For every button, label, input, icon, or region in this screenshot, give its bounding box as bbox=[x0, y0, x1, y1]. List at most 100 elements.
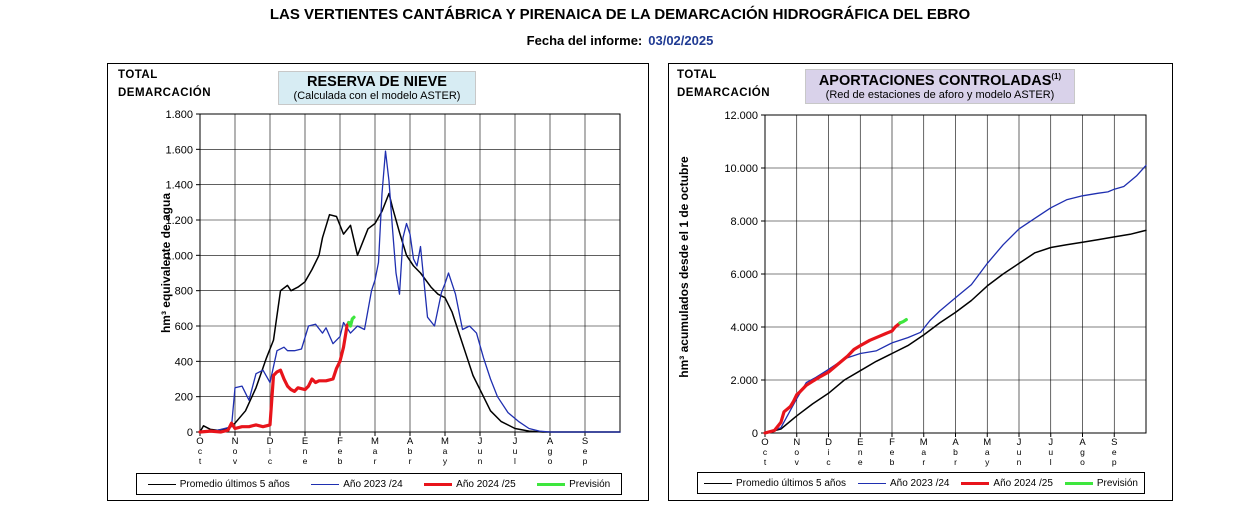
legend-label: Previsión bbox=[569, 478, 611, 490]
series-line-forecast bbox=[898, 318, 908, 325]
y-tick-label: 1.600 bbox=[165, 144, 193, 156]
y-tick-label: 400 bbox=[175, 356, 193, 368]
series-line-forecast bbox=[347, 315, 356, 328]
chart-title: RESERVA DE NIEVE bbox=[307, 74, 447, 90]
x-tick-letter: D bbox=[825, 437, 832, 448]
x-tick-letter: v bbox=[233, 456, 238, 466]
x-tick-label: Jul bbox=[1048, 437, 1053, 467]
legend-item-forecast: Previsión bbox=[537, 479, 610, 490]
y-tick-label: 2.000 bbox=[730, 375, 758, 387]
corner-label-line-2: DEMARCACIÓN bbox=[677, 87, 771, 99]
x-tick-letter: e bbox=[303, 456, 308, 466]
x-tick-letter: n bbox=[1017, 457, 1022, 467]
corner-label-line-1: TOTAL bbox=[677, 69, 717, 81]
y-tick-label: 1.400 bbox=[165, 180, 193, 192]
x-tick-label: Mar bbox=[371, 436, 379, 466]
y-tick-label: 1.000 bbox=[165, 250, 193, 262]
x-tick-letter: u bbox=[478, 446, 483, 456]
x-tick-letter: t bbox=[764, 457, 767, 467]
y-tick-label: 1.800 bbox=[165, 109, 193, 121]
corner-label-line-1: TOTAL bbox=[118, 69, 158, 81]
x-tick-letter: A bbox=[407, 436, 414, 447]
legend-swatch bbox=[961, 481, 990, 485]
chart-title-row: APORTACIONES CONTROLADAS(1) bbox=[806, 70, 1074, 89]
x-tick-label: May bbox=[441, 436, 449, 466]
x-tick-letter: A bbox=[547, 436, 554, 447]
legend-label: Año 2024 /25 bbox=[993, 477, 1053, 489]
controlled-inflows-plot: 02.0004.0006.0008.00010.00012.000OctNovD… bbox=[724, 110, 1147, 467]
x-tick-letter: J bbox=[1017, 437, 1022, 448]
x-tick-label: Oct bbox=[196, 436, 203, 466]
x-tick-letter: S bbox=[1111, 437, 1117, 448]
x-tick-letter: E bbox=[857, 437, 863, 448]
y-tick-label: 0 bbox=[187, 427, 193, 439]
legend-item-avg: Promedio últimos 5 años bbox=[703, 477, 847, 489]
legend-swatch bbox=[147, 483, 176, 485]
x-tick-letter: J bbox=[478, 436, 483, 447]
x-tick-label: Sep bbox=[1111, 437, 1117, 467]
x-tick-letter: a bbox=[443, 446, 448, 456]
chart-title-box: RESERVA DE NIEVE (Calculada con el model… bbox=[278, 71, 476, 105]
legend-label: Promedio últimos 5 años bbox=[735, 477, 847, 489]
x-tick-letter: u bbox=[1048, 447, 1053, 457]
chart-subtitle: (Calculada con el modelo ASTER) bbox=[293, 90, 461, 102]
x-tick-letter: a bbox=[921, 447, 926, 457]
legend-label: Previsión bbox=[1096, 477, 1138, 489]
y-tick-label: 600 bbox=[175, 321, 193, 333]
x-tick-letter: g bbox=[548, 446, 553, 456]
report-date-label: Fecha del informe: bbox=[526, 33, 643, 48]
x-tick-label: May bbox=[983, 437, 991, 467]
x-tick-letter: S bbox=[582, 436, 588, 447]
x-tick-letter: u bbox=[513, 446, 518, 456]
x-tick-letter: u bbox=[1017, 447, 1022, 457]
y-tick-label: 1.200 bbox=[165, 215, 193, 227]
x-tick-label: Ene bbox=[857, 437, 863, 467]
x-tick-label: Abr bbox=[407, 436, 414, 466]
x-tick-letter: c bbox=[268, 456, 273, 466]
snow-reserve-plot: 0 200 400 600 800 1.000 1.200 1.400 1.600 1.800 Oc… bbox=[165, 109, 621, 466]
x-tick-letter: g bbox=[1080, 447, 1085, 457]
chart-title: APORTACIONES CONTROLADAS bbox=[818, 72, 1052, 89]
x-tick-label: Jun bbox=[1017, 437, 1022, 467]
legend-item-2024-25: Año 2024 /25 bbox=[961, 478, 1053, 489]
x-tick-letter: M bbox=[371, 436, 379, 447]
y-tick-label: 8.000 bbox=[730, 216, 758, 228]
x-tick-letter: A bbox=[952, 437, 959, 448]
legend-swatch bbox=[537, 482, 566, 486]
x-tick-label: Ago bbox=[1079, 437, 1086, 467]
x-tick-letter: n bbox=[478, 456, 483, 466]
y-tick-label: 4.000 bbox=[730, 322, 758, 334]
y-tick-label: 200 bbox=[175, 392, 193, 404]
chart-subtitle: (Red de estaciones de aforo y modelo AST… bbox=[825, 88, 1055, 101]
x-tick-label: Jul bbox=[513, 436, 518, 466]
x-tick-letter: J bbox=[513, 436, 518, 447]
x-tick-letter: A bbox=[1079, 437, 1086, 448]
chart-legend: Promedio últimos 5 años Año 2023 /24 Año… bbox=[697, 472, 1145, 494]
x-tick-letter: i bbox=[828, 447, 830, 457]
x-tick-letter: y bbox=[985, 457, 990, 467]
x-tick-letter: b bbox=[408, 446, 413, 456]
x-tick-letter: O bbox=[196, 436, 203, 447]
x-tick-letter: n bbox=[303, 446, 308, 456]
y-tick-label: 10.000 bbox=[724, 163, 758, 175]
x-tick-letter: E bbox=[302, 436, 308, 447]
x-tick-letter: r bbox=[374, 456, 377, 466]
controlled-inflows-chart-panel: TOTAL DEMARCACIÓN APORTACIONES CONTROLAD… bbox=[668, 63, 1173, 501]
chart-legend: Promedio últimos 5 años Año 2023 /24 Año… bbox=[136, 473, 622, 495]
x-tick-letter: o bbox=[233, 446, 238, 456]
x-tick-letter: y bbox=[443, 456, 448, 466]
x-tick-letter: e bbox=[890, 447, 895, 457]
x-tick-letter: N bbox=[232, 436, 239, 447]
legend-label: Promedio últimos 5 años bbox=[179, 478, 290, 490]
report-date-value: 03/02/2025 bbox=[648, 33, 714, 48]
y-tick-label: 800 bbox=[175, 286, 193, 298]
x-tick-label: Dic bbox=[267, 436, 274, 466]
chart-title-footnote: (1) bbox=[1051, 72, 1062, 81]
legend-item-2023-24: Año 2023 /24 bbox=[857, 478, 949, 489]
x-tick-label: Sep bbox=[582, 436, 588, 466]
x-tick-letter: t bbox=[199, 456, 202, 466]
x-tick-letter: b bbox=[953, 447, 958, 457]
x-tick-letter: c bbox=[198, 446, 203, 456]
legend-item-2024-25: Año 2024 /25 bbox=[424, 479, 516, 490]
x-tick-letter: e bbox=[858, 457, 863, 467]
